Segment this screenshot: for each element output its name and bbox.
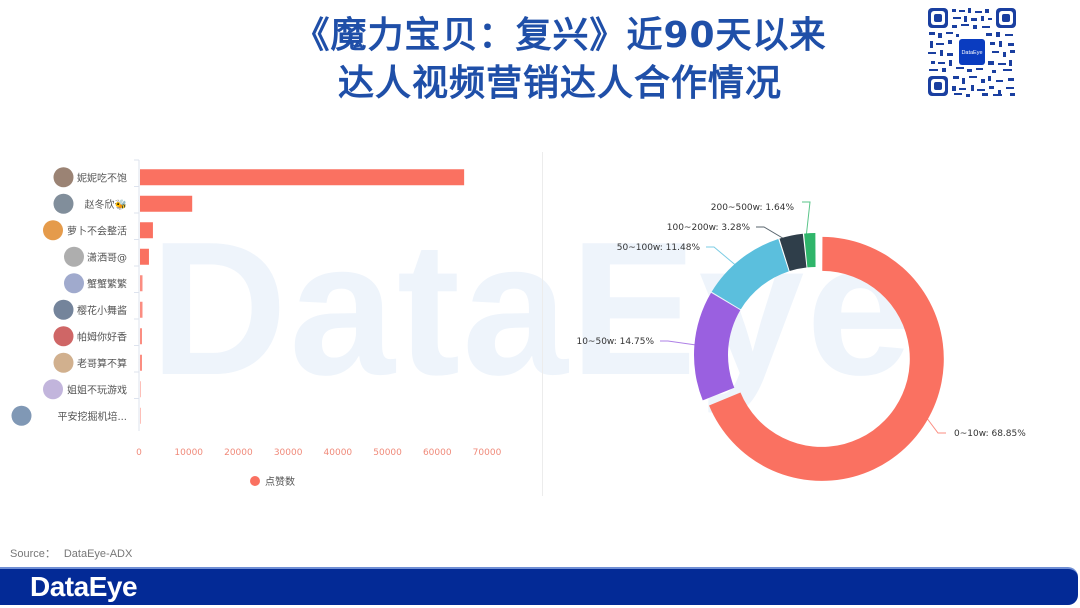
title-line-2: 达人视频营销达人合作情况 xyxy=(337,63,782,104)
slice-label: 10~50w: 14.75% xyxy=(576,337,654,347)
donut-chart: 0~10w: 68.85% 10~50w: 14.75% 50~100w: 11.4… xyxy=(576,201,1026,481)
bar-category-label: 平安挖掘机培... xyxy=(57,410,127,423)
bar[interactable] xyxy=(140,222,153,239)
qr-center-label: DataEye xyxy=(961,50,982,56)
avatar xyxy=(64,273,84,294)
bar-category-label: 赵冬欣🐝 xyxy=(85,198,127,211)
bar-row: 樱花小舞酱 xyxy=(53,299,143,320)
qr-code: DataEye xyxy=(926,6,1018,98)
leader-line xyxy=(802,201,811,239)
bar[interactable] xyxy=(140,381,141,398)
source-value: DataEye-ADX xyxy=(63,548,133,560)
bar[interactable] xyxy=(140,301,143,318)
avatar xyxy=(53,326,74,347)
bar-category-label: 姐姐不玩游戏 xyxy=(67,383,127,396)
slice-label: 50~100w: 11.48% xyxy=(617,243,701,253)
x-tick-label: 0 xyxy=(136,448,142,458)
bar-row: 赵冬欣🐝 xyxy=(53,193,193,214)
bar-category-label: 潇洒哥@ xyxy=(87,251,127,264)
x-tick-label: 60000 xyxy=(423,448,452,458)
bar[interactable] xyxy=(140,169,465,186)
bar-row: 蟹蟹繁繁 xyxy=(64,273,143,294)
x-tick-label: 70000 xyxy=(473,448,502,458)
bar[interactable] xyxy=(140,195,193,212)
avatar xyxy=(53,193,74,214)
donut-slice-100~200w[interactable] xyxy=(779,233,807,272)
avatar xyxy=(53,299,74,320)
slice-label: 200~500w: 1.64% xyxy=(711,203,795,213)
avatar xyxy=(53,167,74,188)
footer-bar: DataEye xyxy=(0,567,1078,605)
donut-slice-200~500w[interactable] xyxy=(804,233,816,268)
bar-row: 平安挖掘机培... xyxy=(11,405,141,426)
bar-category-label: 蟹蟹繁繁 xyxy=(87,277,127,290)
bar-row: 姐姐不玩游戏 xyxy=(43,379,141,400)
avatar xyxy=(11,405,32,426)
bar-row: 妮妮吃不饱 xyxy=(53,167,465,188)
slice-label: 100~200w: 3.28% xyxy=(667,223,751,233)
bar-row: 帕姆你好香 xyxy=(53,326,142,347)
leader-line xyxy=(660,340,697,346)
bar-row: 潇洒哥@ xyxy=(64,246,149,267)
bar-row: 老哥算不算 xyxy=(53,352,142,373)
bar[interactable] xyxy=(140,275,143,292)
leader-line xyxy=(925,416,946,434)
bar[interactable] xyxy=(140,248,149,265)
legend-swatch xyxy=(250,476,260,486)
donut-slice-10~50w[interactable] xyxy=(694,292,741,401)
avatar xyxy=(43,379,63,400)
avatar xyxy=(43,220,63,241)
x-tick-label: 50000 xyxy=(373,448,402,458)
bar[interactable] xyxy=(140,407,141,424)
avatar xyxy=(53,352,74,373)
bar-category-label: 帕姆你好香 xyxy=(77,330,127,343)
bar-category-label: 老哥算不算 xyxy=(77,357,127,370)
x-tick-label: 20000 xyxy=(224,448,253,458)
bar[interactable] xyxy=(140,354,142,371)
bar-category-label: 妮妮吃不饱 xyxy=(77,171,127,184)
title-line-1: 《魔力宝贝：复兴》近90天以来 xyxy=(293,15,827,56)
avatar xyxy=(64,246,84,267)
page-title: 《魔力宝贝：复兴》近90天以来 达人视频营销达人合作情况 xyxy=(200,12,920,108)
leader-line xyxy=(756,226,792,244)
bar[interactable] xyxy=(140,328,142,345)
leader-line xyxy=(706,246,740,269)
x-tick-label: 10000 xyxy=(174,448,203,458)
legend-label: 点赞数 xyxy=(265,475,295,488)
bar-category-label: 樱花小舞酱 xyxy=(77,304,127,317)
dataeye-logo: DataEye xyxy=(30,571,138,602)
source-note: Source： DataEye-ADX xyxy=(10,545,132,561)
x-tick-label: 30000 xyxy=(274,448,303,458)
donut-slice-50~100w[interactable] xyxy=(711,238,789,310)
slice-label: 0~10w: 68.85% xyxy=(954,429,1026,439)
bar-category-label: 萝卜不会整活 xyxy=(67,224,127,237)
x-tick-label: 40000 xyxy=(324,448,353,458)
bar-row: 萝卜不会整活 xyxy=(43,220,153,241)
legend[interactable]: 点赞数 xyxy=(250,475,295,488)
source-label: Source： xyxy=(10,548,56,560)
panel-divider xyxy=(542,152,543,496)
